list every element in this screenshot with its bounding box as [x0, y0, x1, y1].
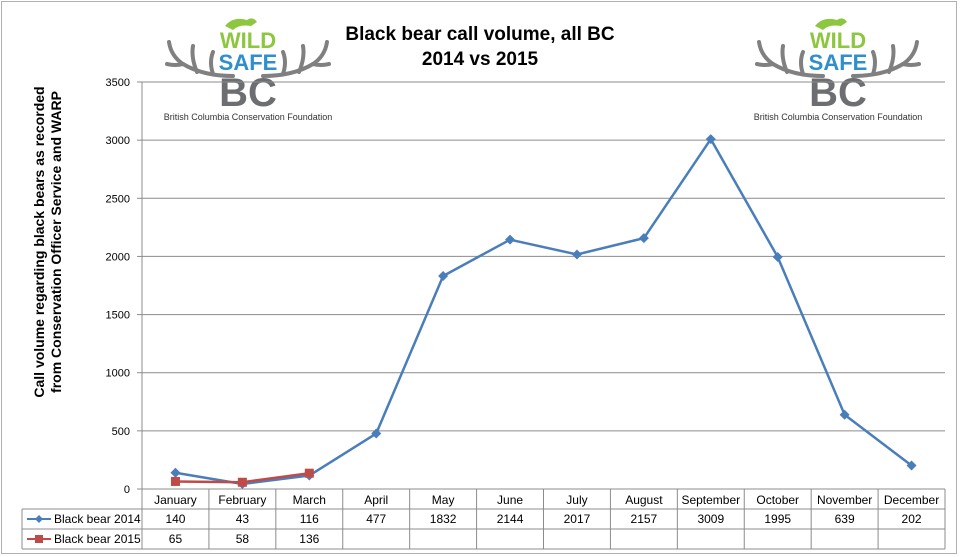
- table-value-cell: 477: [366, 512, 386, 526]
- table-value-cell: 2157: [631, 512, 658, 526]
- x-category-label: May: [432, 493, 455, 507]
- wildsafebc-logo-right: WILD SAFE BC British Columbia Conservati…: [753, 14, 923, 122]
- x-category-label: November: [817, 493, 872, 507]
- table-value-cell: 2144: [497, 512, 524, 526]
- table-value-cell: 65: [169, 532, 183, 546]
- table-value-cell: 58: [236, 532, 250, 546]
- x-category-label: August: [625, 493, 663, 507]
- data-point-diamond: [638, 233, 649, 244]
- logo-text-bc: BC: [219, 71, 277, 114]
- table-value-cell: 639: [835, 512, 855, 526]
- data-point-diamond: [505, 234, 516, 245]
- x-category-label: July: [566, 493, 587, 507]
- table-value-cell: 3009: [697, 512, 724, 526]
- y-tick-label: 2000: [106, 251, 130, 263]
- cougar-icon: [225, 18, 257, 30]
- logo-graphic-right: WILD SAFE BC: [755, 18, 921, 115]
- y-tick-label: 0: [124, 484, 130, 496]
- table-value-cell: 140: [165, 512, 185, 526]
- data-point-square: [304, 468, 314, 478]
- table-value-cell: 136: [299, 532, 319, 546]
- logo-graphic-left: WILD SAFE BC: [165, 18, 331, 115]
- y-tick-label: 3500: [106, 77, 130, 89]
- x-category-label: October: [756, 493, 799, 507]
- logo-text-safe: SAFE: [219, 50, 278, 75]
- x-category-label: June: [497, 493, 523, 507]
- x-category-label: April: [364, 493, 388, 507]
- logo-caption-left: British Columbia Conservation Foundation: [163, 112, 333, 122]
- logo-caption-right: British Columbia Conservation Foundation: [753, 112, 923, 122]
- data-point-diamond: [772, 252, 783, 263]
- data-point-diamond: [170, 467, 181, 478]
- y-tick-label: 500: [112, 426, 130, 438]
- y-tick-label: 1500: [106, 310, 130, 322]
- logo-text-bc: BC: [809, 71, 867, 114]
- table-value-cell: 2017: [564, 512, 591, 526]
- logo-text-wild: WILD: [810, 28, 866, 53]
- y-tick-label: 1000: [106, 368, 130, 380]
- logo-text-safe: SAFE: [809, 50, 868, 75]
- chart-title-line-2: 2014 vs 2015: [421, 49, 539, 70]
- data-point-diamond: [705, 134, 716, 145]
- x-category-label: February: [218, 493, 266, 507]
- table-value-cell: 1832: [430, 512, 457, 526]
- legend-series-name: Black bear 2014: [54, 512, 141, 526]
- data-point-diamond: [571, 249, 582, 260]
- series-line: [175, 137, 913, 486]
- data-point-diamond: [438, 270, 449, 281]
- data-point-diamond: [371, 428, 382, 439]
- x-category-label: September: [681, 493, 740, 507]
- wildsafebc-logo-left: WILD SAFE BC British Columbia Conservati…: [163, 14, 333, 122]
- x-category-label: March: [293, 493, 326, 507]
- data-point-square: [170, 476, 180, 486]
- legend-series-name: Black bear 2015: [54, 532, 141, 546]
- y-tick-label: 3000: [106, 135, 130, 147]
- chart-title: Black bear call volume, all BC 2014 vs 2…: [330, 22, 630, 72]
- cougar-icon: [815, 18, 847, 30]
- table-value-cell: 202: [902, 512, 922, 526]
- y-tick-label: 2500: [106, 193, 130, 205]
- data-point-diamond: [906, 460, 917, 471]
- chart-title-line-1: Black bear call volume, all BC: [345, 24, 615, 45]
- data-point-diamond: [839, 409, 850, 420]
- x-category-label: December: [884, 493, 939, 507]
- legend-key-diamond: [35, 515, 43, 523]
- table-value-cell: 116: [300, 512, 319, 526]
- legend-key-square: [35, 535, 43, 543]
- x-category-label: January: [154, 493, 197, 507]
- table-value-cell: 1995: [764, 512, 791, 526]
- table-value-cell: 43: [236, 512, 250, 526]
- data-point-square: [237, 477, 247, 487]
- logo-text-wild: WILD: [220, 28, 276, 53]
